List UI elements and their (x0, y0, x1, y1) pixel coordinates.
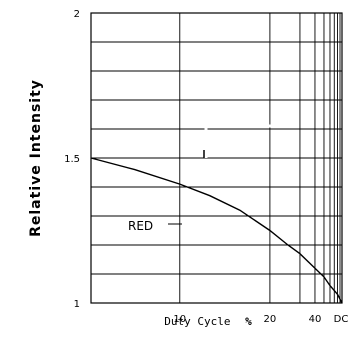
series-line-red (90, 157, 343, 304)
y-tick-label: 1.5 (64, 154, 80, 165)
y-tick-label: 1 (74, 299, 80, 310)
x-axis-unit: % (245, 315, 252, 328)
series: RED (90, 157, 343, 304)
x-axis-label: Duty Cycle % (164, 315, 252, 328)
x-axis-label-text: Duty Cycle (164, 315, 230, 328)
stray-marks (203, 124, 290, 158)
x-tick-label: 20 (264, 314, 277, 325)
y-axis-label: Relative Intensity (28, 79, 44, 237)
tick-labels: 1 1.5 2 10 20 40 DC (64, 9, 348, 325)
grid (91, 13, 342, 303)
x-tick-label: 10 (173, 314, 186, 325)
x-tick-label: DC (334, 314, 349, 325)
x-tick-label: 40 (309, 314, 322, 325)
series-label-red: RED (128, 219, 153, 233)
y-tick-label: 2 (74, 9, 80, 20)
